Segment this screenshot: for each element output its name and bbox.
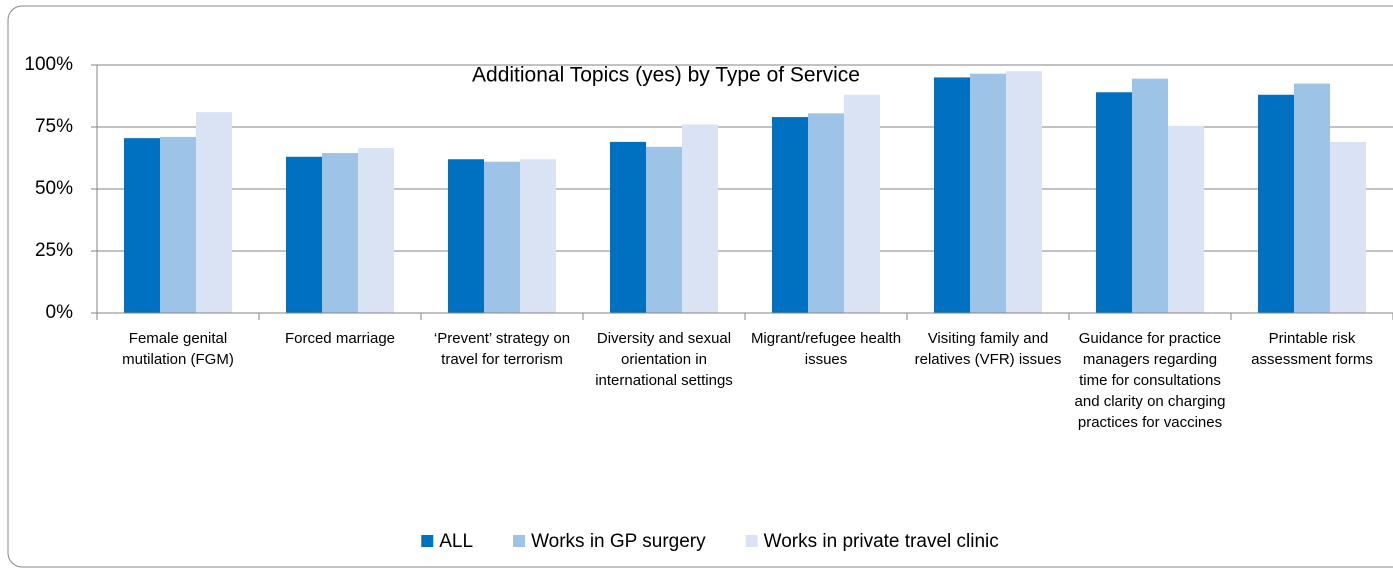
bar xyxy=(646,146,682,313)
bar xyxy=(358,148,394,313)
bar xyxy=(1258,94,1294,313)
bar xyxy=(610,141,646,313)
legend-swatch xyxy=(421,535,434,547)
bar xyxy=(970,73,1006,314)
x-tick-label: Forced marriage xyxy=(284,330,396,347)
bar xyxy=(484,161,520,313)
x-tick-label: Diversity and sexual orientation in inte… xyxy=(595,330,733,389)
legend-label: ALL xyxy=(439,531,473,552)
y-tick-label: 100% xyxy=(24,54,73,75)
bar xyxy=(808,113,844,313)
bar xyxy=(448,159,484,313)
y-tick-label: 50% xyxy=(35,178,73,199)
x-tick-label: Printable risk assessment forms xyxy=(1251,330,1373,368)
bar xyxy=(1006,71,1042,313)
bar xyxy=(1096,92,1132,313)
bar xyxy=(1330,141,1366,313)
legend-label: Works in GP surgery xyxy=(531,531,706,552)
legend-swatch xyxy=(745,535,758,547)
bar xyxy=(844,94,880,313)
bar xyxy=(1132,78,1168,313)
bar xyxy=(520,159,556,313)
x-tick-label: ‘Prevent’ strategy on travel for terrori… xyxy=(433,330,571,368)
y-tick-label: 25% xyxy=(35,240,73,261)
bar xyxy=(196,112,232,314)
legend: ALL Works in GP surgery Works in private t… xyxy=(421,531,999,552)
bar xyxy=(934,77,970,314)
bar xyxy=(322,153,358,313)
y-tick-label: 0% xyxy=(46,302,74,323)
x-tick-label: Migrant/refugee health issues xyxy=(750,330,902,368)
bar xyxy=(1168,125,1204,313)
x-tick-label: Female genital mutilation (FGM) xyxy=(122,330,234,368)
x-tick-label: Guidance for practice managers regarding… xyxy=(1074,330,1226,431)
bar xyxy=(772,117,808,313)
x-tick-label: Visiting family and relatives (VFR) issu… xyxy=(914,330,1062,368)
chart-title: Additional Topics (yes) by Type of Servi… xyxy=(472,64,860,87)
bar xyxy=(286,156,322,313)
bar xyxy=(160,136,196,313)
y-tick-label: 75% xyxy=(35,116,73,137)
bar xyxy=(682,124,718,314)
legend-swatch xyxy=(513,535,526,547)
bar xyxy=(124,138,160,313)
bar xyxy=(1294,83,1330,313)
legend-label: Works in private travel clinic xyxy=(764,531,999,552)
